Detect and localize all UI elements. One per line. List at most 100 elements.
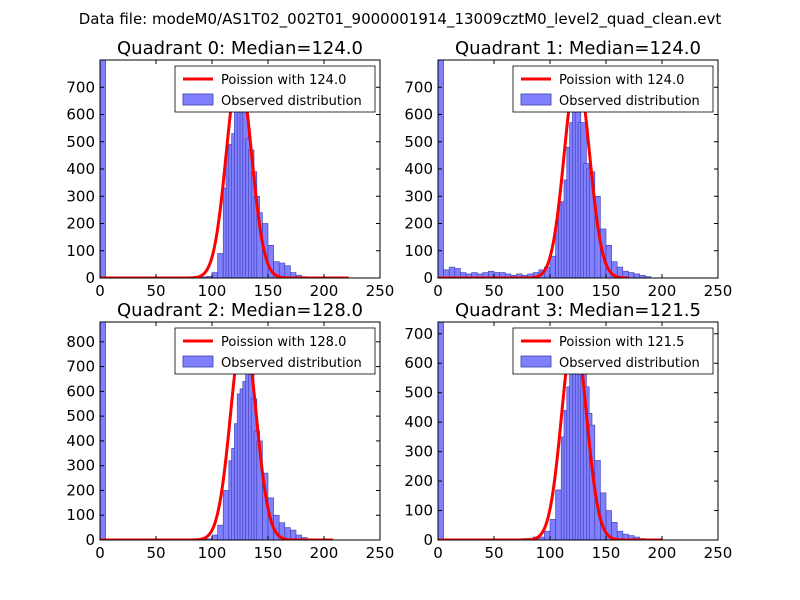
legend-poisson-label: Poission with 128.0 [221, 335, 346, 350]
x-tick-label: 50 [484, 282, 503, 300]
panel-title: Quadrant 0: Median=124.0 [117, 38, 363, 59]
x-tick-label: 100 [536, 544, 565, 562]
axes-frame [99, 321, 381, 541]
histogram-bar [284, 265, 291, 278]
y-tick-label: 100 [404, 242, 433, 260]
quadrant-2-panel: 0 50 100 150 200 250 0 100 200 300 400 500 600 700 800… [66, 300, 394, 562]
panel-title: Quadrant 1: Median=124.0 [455, 38, 701, 59]
x-tick-label: 50 [146, 544, 165, 562]
y-tick-label: 600 [404, 354, 433, 372]
y-tick-label: 800 [66, 333, 95, 351]
legend-observed-label: Observed distribution [221, 356, 362, 371]
histogram-bar [438, 322, 444, 540]
quadrant-0-panel: 0 50 100 150 200 250 0 100 200 300 400 500 600 700 Qua… [66, 38, 394, 300]
y-tick-label: 200 [66, 481, 95, 499]
panels: 0 50 100 150 200 2500100200300400500600700Qua… [66, 38, 732, 562]
y-tick-label: 100 [66, 242, 95, 260]
x-tick-label: 250 [704, 544, 733, 562]
x-tick-label: 100 [198, 282, 227, 300]
x-tick-label: 150 [592, 544, 621, 562]
legend-observed-swatch [520, 355, 552, 368]
y-tick-label: 700 [404, 78, 433, 96]
y-tick-label: 400 [404, 160, 433, 178]
y-tick-label: 300 [66, 187, 95, 205]
histogram-bar [549, 519, 556, 540]
x-tick-label: 250 [366, 544, 395, 562]
legend-observed-swatch [520, 93, 552, 106]
x-tick-label: 200 [310, 544, 339, 562]
quadrant-1-panel: 0 50 100 150 200 250 0 100 200 300 400 500 600 700 Qua… [404, 38, 732, 300]
histogram-bar [628, 272, 635, 278]
y-tick-label: 300 [404, 443, 433, 461]
histogram-bar [100, 322, 106, 540]
quadrant-3-panel: 0 50 100 150 200 250 0 100 200 300 400 500 600 700 Qua… [404, 300, 732, 562]
legend: Poission with 124.0 Observed distribution [174, 65, 376, 113]
y-tick-label: 600 [66, 106, 95, 124]
figure-suptitle: Data file: modeM0/AS1T02_002T01_90000019… [79, 10, 722, 29]
x-tick-label: 100 [536, 282, 565, 300]
legend-poisson-label: Poission with 124.0 [221, 73, 346, 88]
plot-area [438, 322, 663, 540]
legend-observed-label: Observed distribution [221, 94, 362, 109]
panel-title: Quadrant 3: Median=121.5 [455, 300, 701, 321]
x-tick-label: 150 [254, 544, 283, 562]
y-tick-label: 400 [66, 160, 95, 178]
histogram-bar [211, 534, 218, 540]
y-tick-label: 100 [404, 502, 433, 520]
x-tick-label: 200 [648, 282, 677, 300]
plot-area [100, 60, 350, 278]
histogram-bar [222, 490, 230, 540]
x-tick-label: 250 [704, 282, 733, 300]
x-tick-label: 50 [484, 544, 503, 562]
plot-area [100, 322, 334, 540]
legend: Poission with 124.0 Observed distribution [512, 65, 714, 113]
y-tick-label: 200 [404, 215, 433, 233]
panel-title: Quadrant 2: Median=128.0 [117, 300, 363, 321]
legend-poisson-label: Poission with 124.0 [559, 73, 684, 88]
legend-observed-swatch [182, 355, 214, 368]
y-tick-label: 0 [85, 269, 95, 287]
legend-observed-swatch [182, 93, 214, 106]
y-tick-label: 200 [404, 472, 433, 490]
plot-area [438, 60, 652, 278]
y-tick-label: 400 [66, 432, 95, 450]
x-tick-label: 200 [310, 282, 339, 300]
legend-poisson-label: Poission with 121.5 [559, 335, 684, 350]
x-tick-label: 0 [95, 282, 105, 300]
y-tick-label: 500 [66, 407, 95, 425]
y-tick-label: 300 [404, 187, 433, 205]
y-tick-label: 500 [66, 133, 95, 151]
y-tick-label: 700 [404, 325, 433, 343]
axes-frame [437, 321, 719, 541]
histogram-bar [448, 266, 456, 278]
y-tick-label: 500 [404, 384, 433, 402]
y-tick-label: 700 [66, 358, 95, 376]
histogram-bar [555, 489, 562, 540]
y-tick-label: 200 [66, 215, 95, 233]
legend: Poission with 121.5 Observed distribution [512, 327, 714, 375]
legend: Poission with 128.0 Observed distribution [174, 327, 376, 375]
y-tick-label: 700 [66, 78, 95, 96]
y-tick-label: 0 [423, 531, 433, 549]
histogram-bar [217, 253, 224, 278]
y-tick-label: 100 [66, 506, 95, 524]
x-tick-label: 50 [146, 282, 165, 300]
x-tick-label: 0 [95, 544, 105, 562]
y-tick-label: 400 [404, 413, 433, 431]
x-tick-label: 100 [198, 544, 227, 562]
x-tick-label: 200 [648, 544, 677, 562]
y-tick-label: 300 [66, 457, 95, 475]
y-tick-label: 0 [85, 531, 95, 549]
y-tick-label: 0 [423, 269, 433, 287]
x-tick-label: 0 [433, 544, 443, 562]
histogram-bar [211, 272, 218, 278]
y-tick-label: 600 [66, 382, 95, 400]
poisson-curve [100, 69, 350, 278]
histogram-bar [644, 276, 652, 278]
x-tick-label: 250 [366, 282, 395, 300]
x-tick-label: 150 [592, 282, 621, 300]
histogram-bar [633, 273, 640, 278]
x-tick-label: 0 [433, 282, 443, 300]
y-tick-label: 500 [404, 133, 433, 151]
